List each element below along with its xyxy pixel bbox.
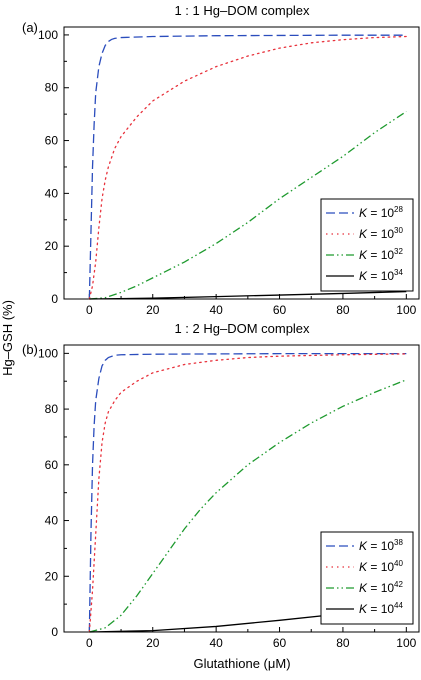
panel-b-series-line-k42 [89, 379, 407, 633]
panel-a-y-tick-label: 100 [38, 28, 58, 42]
panel-b-title: 1 : 2 Hg–DOM complex [174, 321, 310, 336]
panel-a-x-tick-label: 20 [146, 303, 160, 317]
shared-y-axis-label: Hg–GSH (%) [0, 300, 15, 376]
panel-b: (b) 1 : 2 Hg–DOM complex 0 20 40 60 80 100 0 20… [22, 321, 420, 650]
panel-a-legend-entry: K = 1028 [359, 205, 403, 220]
panel-a-series-line-k30 [88, 35, 407, 300]
panel-a-title: 1 : 1 Hg–DOM complex [174, 3, 310, 18]
panel-b-legend-entry: K = 1044 [359, 601, 403, 616]
panel-b-plot-frame [63, 344, 420, 633]
panel-b-legend-entry: K = 1038 [359, 538, 403, 553]
panel-a-y-tick-label: 0 [51, 292, 58, 306]
panel-b-legend-entry: K = 1042 [359, 580, 403, 595]
panel-b-label: (b) [22, 342, 38, 357]
panel-b-x-tick-label: 80 [336, 636, 350, 650]
panel-b-legend-entry: K = 1040 [359, 559, 403, 574]
panel-b-y-tick-label: 0 [51, 625, 58, 639]
panel-b-x-tick-label: 100 [396, 636, 416, 650]
panel-b-x-tick-label: 40 [209, 636, 223, 650]
panel-a-legend-entry: K = 1034 [359, 268, 403, 283]
panel-a-x-tick-label: 0 [86, 303, 93, 317]
panel-b-series-line-k38 [88, 352, 407, 633]
shared-x-axis-label: Glutathione (μM) [193, 656, 290, 671]
panel-a-x-tick-label: 80 [336, 303, 350, 317]
panel-a-plot-frame [63, 26, 420, 300]
panel-a-x-tick-label: 60 [273, 303, 287, 317]
panel-a-x-tick-label: 40 [209, 303, 223, 317]
panel-a-y-tick-label: 80 [45, 81, 59, 95]
panel-a-y-tick-label: 20 [45, 239, 59, 253]
panel-b-y-tick-label: 100 [38, 346, 58, 360]
panel-a-legend-entry: K = 1030 [359, 226, 403, 241]
panel-a: (a) 1 : 1 Hg–DOM complex 0 20 40 60 80 100 0 20… [22, 3, 420, 317]
panel-b-y-tick-label: 80 [45, 402, 59, 416]
panel-a-legend-entry: K = 1032 [359, 247, 403, 262]
panel-b-x-tick-label: 0 [86, 636, 93, 650]
panel-b-x-tick-label: 60 [273, 636, 287, 650]
panel-a-series-line-k34 [89, 290, 407, 300]
panel-b-y-tick-label: 60 [45, 458, 59, 472]
panel-a-series-line-k28 [88, 34, 407, 300]
panel-a-y-tick-label: 60 [45, 134, 59, 148]
panel-b-y-tick-label: 20 [45, 569, 59, 583]
panel-a-y-tick-label: 40 [45, 186, 59, 200]
panel-b-x-tick-label: 20 [146, 636, 160, 650]
panel-b-y-tick-label: 40 [45, 514, 59, 528]
panel-a-x-tick-label: 100 [396, 303, 416, 317]
panel-a-label: (a) [22, 20, 38, 35]
